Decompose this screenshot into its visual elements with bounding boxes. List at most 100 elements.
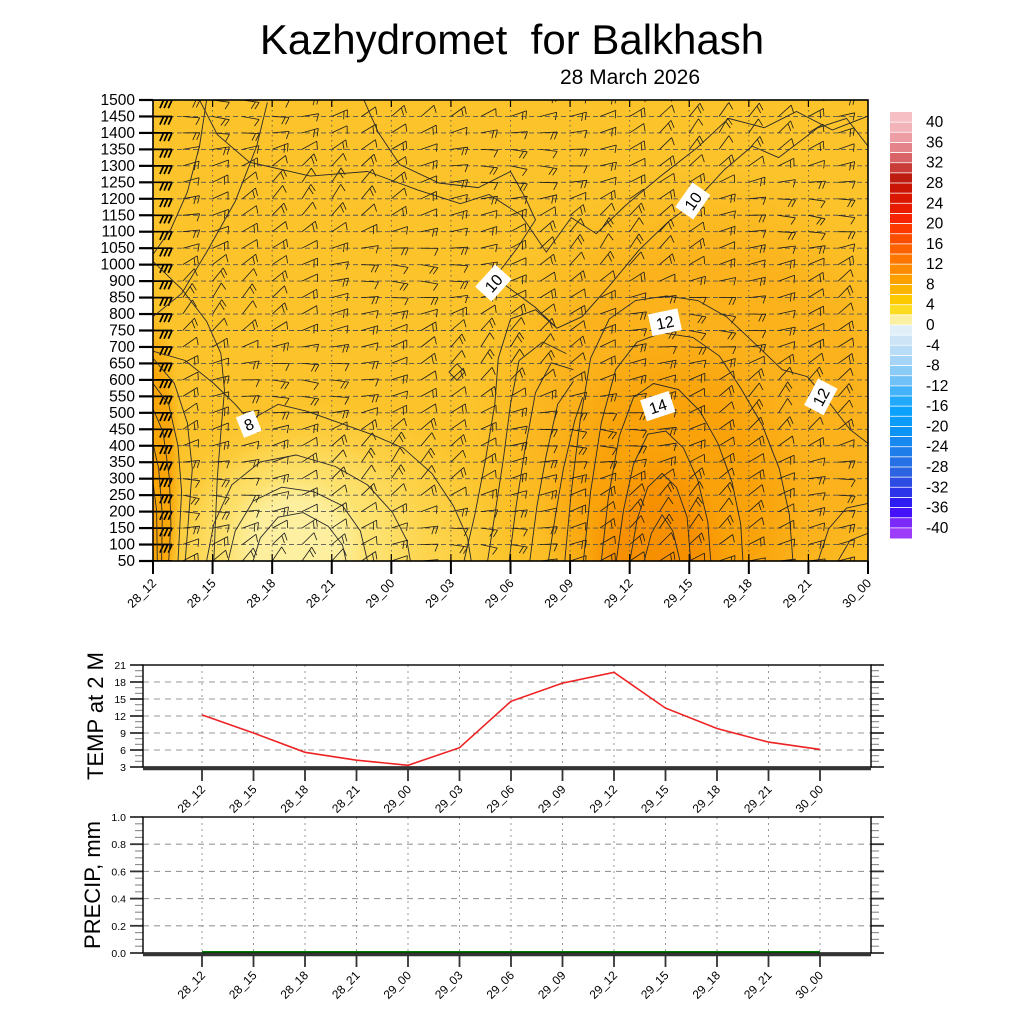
precip-y-tick-label: 0.4 bbox=[111, 894, 126, 906]
precip-axis-title: PRECIP, mm bbox=[80, 821, 105, 949]
precip-panel: 0.0 0.2 0.4 0.6 0.8 1.0 28_12 28_15 28_18 28_21 29… bbox=[80, 812, 884, 1002]
colorbar-tick-label: 16 bbox=[926, 236, 943, 253]
page-subtitle: 28 March 2026 bbox=[559, 66, 701, 89]
precip-x-tick-label: 29_06 bbox=[484, 968, 518, 1002]
precip-x-tick-label: 29_21 bbox=[741, 968, 775, 1002]
main-y-tick-label: 1400 bbox=[101, 125, 136, 142]
main-y-tick-label: 250 bbox=[109, 487, 135, 504]
temp-x-tick-label: 30_00 bbox=[793, 782, 827, 816]
temp-y-tick-label: 9 bbox=[120, 728, 126, 740]
precip-y-tick-label: 1.0 bbox=[111, 812, 126, 824]
precip-x-tick-label: 29_00 bbox=[381, 968, 415, 1002]
main-x-tick-label: 29_06 bbox=[482, 576, 517, 611]
colorbar-tick-label: -40 bbox=[926, 520, 949, 537]
temp-x-tick-label: 29_18 bbox=[690, 782, 724, 816]
temp-x-tick-label: 29_09 bbox=[535, 782, 569, 816]
main-x-tick-label: 29_09 bbox=[542, 576, 577, 611]
main-y-tick-label: 700 bbox=[109, 339, 135, 356]
temp-x-tick-label: 29_06 bbox=[484, 782, 518, 816]
colorbar-tick-label: -24 bbox=[926, 439, 949, 456]
main-y-tick-label: 350 bbox=[109, 454, 135, 471]
precip-x-tick-label: 29_09 bbox=[535, 968, 569, 1002]
main-y-tick-label: 1200 bbox=[101, 191, 136, 208]
main-y-tick-label: 1000 bbox=[101, 257, 136, 274]
main-y-tick-label: 450 bbox=[109, 421, 135, 438]
precip-x-tick-label: 28_21 bbox=[329, 968, 363, 1002]
precip-x-tick-label: 28_18 bbox=[278, 968, 312, 1002]
precip-y-tick-label: 0.0 bbox=[111, 948, 126, 960]
precip-y-tick-label: 0.2 bbox=[111, 921, 126, 933]
main-y-tick-label: 200 bbox=[109, 504, 135, 521]
main-y-tick-label: 900 bbox=[109, 273, 135, 290]
main-x-tick-label: 29_21 bbox=[780, 576, 815, 611]
temp-y-tick-label: 12 bbox=[114, 711, 126, 723]
contour-label: 12 bbox=[804, 378, 838, 416]
main-y-tick-label: 850 bbox=[109, 290, 135, 307]
main-x-tick-label: 29_15 bbox=[661, 576, 696, 611]
temp-x-tick-label: 29_12 bbox=[587, 782, 621, 816]
main-y-tick-label: 100 bbox=[109, 537, 135, 554]
contour-label: 8 bbox=[235, 410, 262, 438]
temp-x-tick-label: 29_15 bbox=[638, 782, 672, 816]
main-x-tick-label: 30_00 bbox=[840, 576, 875, 611]
main-x-tick-label: 29_00 bbox=[363, 576, 398, 611]
main-y-tick-label: 650 bbox=[109, 355, 135, 372]
main-y-tick-label: 50 bbox=[118, 553, 136, 570]
temp-y-tick-label: 3 bbox=[120, 762, 126, 774]
colorbar-tick-label: 40 bbox=[926, 114, 944, 131]
main-y-tick-label: 1500 bbox=[101, 92, 136, 109]
page-title: Kazhydromet for Balkhash bbox=[259, 16, 765, 63]
colorbar-tick-label: 32 bbox=[926, 155, 943, 172]
main-y-tick-label: 550 bbox=[109, 388, 135, 405]
precip-x-tick-label: 29_03 bbox=[432, 968, 466, 1002]
temp-y-tick-label: 6 bbox=[120, 745, 126, 757]
colorbar-tick-label: -28 bbox=[926, 459, 948, 476]
main-y-tick-label: 800 bbox=[109, 306, 135, 323]
svg-text:12: 12 bbox=[810, 386, 833, 410]
temp-y-tick-label: 18 bbox=[114, 677, 126, 689]
temperature-contours bbox=[153, 100, 868, 561]
precip-x-tick-label: 28_15 bbox=[226, 968, 260, 1002]
main-y-tick-label: 300 bbox=[109, 471, 135, 488]
colorbar-tick-label: 20 bbox=[926, 216, 944, 233]
main-y-tick-label: 1150 bbox=[102, 207, 136, 224]
temp-panel: 3 6 9 12 15 18 21 28_12 28_15 28_18 28_21 29_00 29_0… bbox=[83, 652, 884, 816]
colorbar-tick-label: -12 bbox=[926, 378, 948, 395]
temp-x-tick-label: 29_21 bbox=[741, 782, 775, 816]
colorbar-tick-label: 0 bbox=[926, 317, 935, 334]
main-y-tick-label: 500 bbox=[109, 405, 135, 422]
temp-x-tick-label: 29_03 bbox=[432, 782, 466, 816]
main-x-tick-label: 29_12 bbox=[601, 576, 636, 611]
main-x-tick-label: 28_15 bbox=[184, 576, 219, 611]
main-y-tick-label: 1350 bbox=[101, 141, 136, 158]
main-y-tick-label: 1450 bbox=[101, 108, 136, 125]
colorbar: 4036322824201612840-4-8-12-16-20-24-28-3… bbox=[890, 112, 949, 539]
precip-y-tick-label: 0.8 bbox=[111, 839, 126, 851]
main-y-tick-label: 1100 bbox=[102, 224, 136, 241]
main-x-tick-label: 29_18 bbox=[720, 576, 755, 611]
temp-y-tick-label: 21 bbox=[114, 660, 126, 672]
colorbar-tick-label: -8 bbox=[926, 358, 940, 375]
main-y-tick-label: 400 bbox=[109, 438, 135, 455]
main-x-tick-label: 28_21 bbox=[303, 576, 338, 611]
colorbar-tick-label: 4 bbox=[926, 297, 935, 314]
precip-x-tick-label: 30_00 bbox=[793, 968, 827, 1002]
colorbar-tick-label: 28 bbox=[926, 175, 943, 192]
colorbar-tick-label: -36 bbox=[926, 500, 948, 517]
precip-x-tick-label: 29_15 bbox=[638, 968, 672, 1002]
colorbar-tick-label: -4 bbox=[926, 337, 940, 354]
main-x-tick-label: 28_18 bbox=[244, 576, 279, 611]
temp-x-tick-label: 28_21 bbox=[329, 782, 363, 816]
colorbar-tick-label: -20 bbox=[926, 418, 949, 435]
colorbar-tick-label: -16 bbox=[926, 398, 948, 415]
colorbar-tick-label: 12 bbox=[926, 256, 943, 273]
contour-label: 12 bbox=[647, 308, 682, 337]
precip-x-tick-label: 28_12 bbox=[175, 968, 209, 1002]
svg-text:14: 14 bbox=[647, 397, 669, 419]
temp-x-tick-label: 28_12 bbox=[175, 782, 209, 816]
main-y-tick-label: 1300 bbox=[101, 158, 136, 175]
precip-x-tick-label: 29_18 bbox=[690, 968, 724, 1002]
